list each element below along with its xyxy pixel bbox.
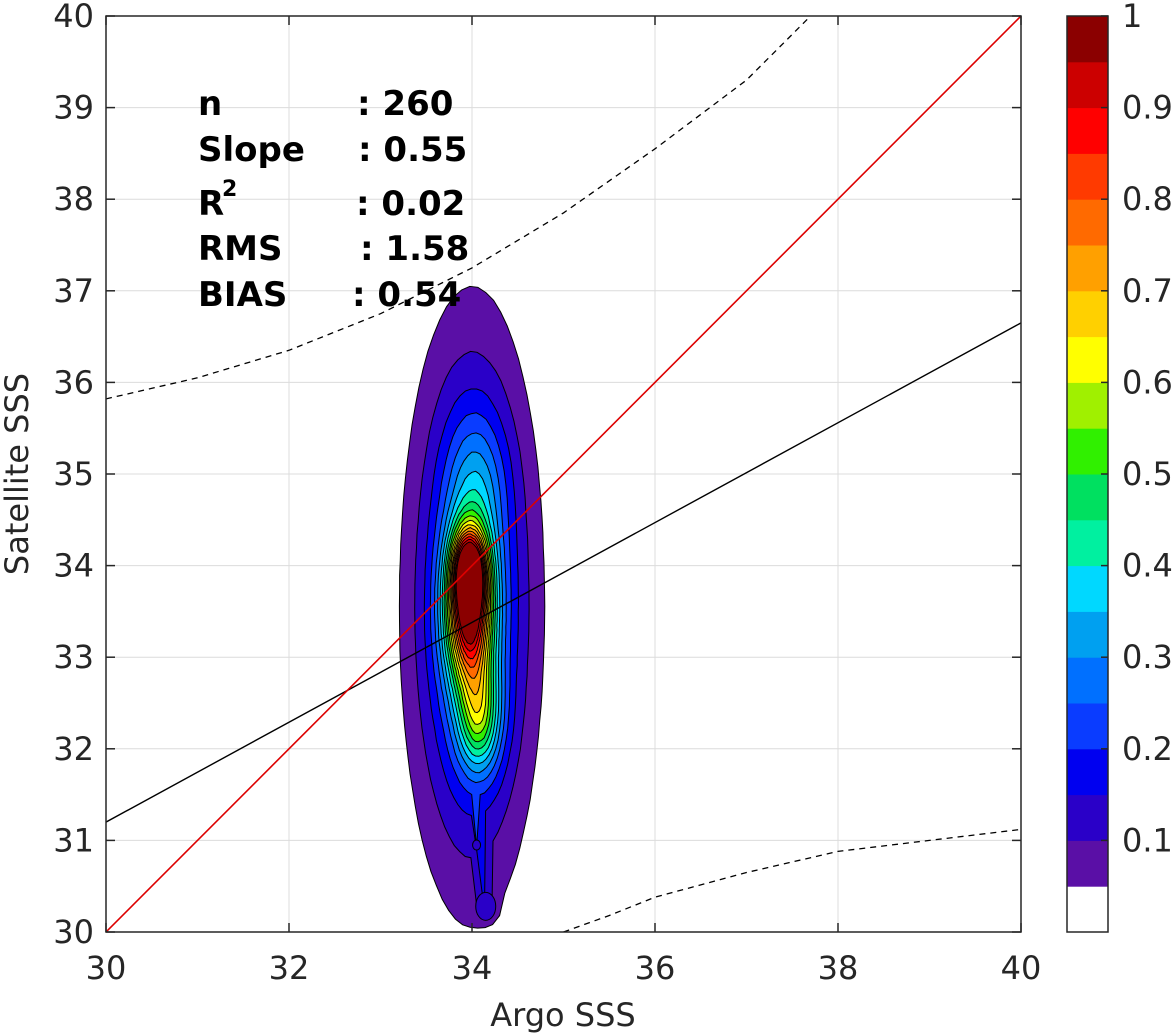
- colorbar-segment: [1067, 107, 1108, 154]
- colorbar-segment: [1067, 794, 1108, 841]
- stat-r2-sup: 2: [222, 177, 237, 202]
- density-contours: [398, 285, 546, 929]
- colorbar-segment: [1067, 657, 1108, 704]
- colorbar-segment: [1067, 382, 1108, 429]
- stat-slope-label: Slope: [198, 130, 305, 170]
- stat-r2-label: R: [198, 184, 224, 224]
- colorbar-tick-label: 0.4: [1122, 547, 1172, 585]
- colorbar-segment: [1067, 245, 1108, 292]
- colorbar-segment: [1067, 61, 1108, 109]
- y-tick-label: 35: [53, 455, 94, 493]
- one-to-one-line: [106, 16, 1021, 932]
- colorbar-tick-label: 0.2: [1122, 730, 1172, 768]
- x-tick-label: 36: [635, 949, 676, 987]
- colorbar-segment: [1067, 153, 1108, 200]
- colorbar-segment: [1067, 428, 1108, 475]
- colorbar-segment: [1067, 565, 1108, 612]
- stat-rms-label: RMS: [198, 229, 283, 269]
- colorbar-tick-label: 0.6: [1122, 363, 1172, 401]
- stats-box: n : 260 Slope : 0.55 R 2 : 0.02 RMS : 1.…: [198, 84, 469, 315]
- colorbar-tick-label: 0.1: [1122, 821, 1172, 859]
- stat-bias-label: BIAS: [198, 275, 287, 315]
- upper-bound-line: [106, 16, 812, 400]
- reference-lines: [106, 16, 1021, 932]
- colorbar-segment: [1067, 16, 1108, 63]
- colorbar-segment: [1067, 886, 1108, 933]
- y-tick-label: 39: [53, 89, 94, 127]
- colorbar-segment: [1067, 840, 1108, 887]
- colorbar: 0.1 0.2 0.3 0.4 0.5 0.6 0.7 0.8 0.9 1: [1066, 0, 1172, 933]
- axis-ticks: 30 32 34 36 38 40 30 31 32 33 34 35 36 37 38 39 40: [53, 0, 1041, 987]
- colorbar-tick-label: 0.5: [1122, 455, 1172, 493]
- density-contour: [455, 541, 484, 645]
- colorbar-segment: [1067, 611, 1108, 658]
- x-tick-label: 32: [269, 949, 310, 987]
- stat-bias-value: : 0.54: [352, 275, 461, 315]
- x-tick-label: 40: [1001, 949, 1042, 987]
- y-tick-label: 34: [53, 547, 94, 585]
- colorbar-tick-label: 0.7: [1122, 272, 1172, 310]
- y-tick-label: 40: [53, 0, 94, 35]
- y-tick-label: 32: [53, 730, 94, 768]
- y-tick-label: 37: [53, 272, 94, 310]
- colorbar-tick-label: 0.9: [1122, 89, 1172, 127]
- x-tick-label: 30: [86, 949, 127, 987]
- colorbar-tick-label: 0.3: [1122, 638, 1172, 676]
- y-tick-label: 36: [53, 363, 94, 401]
- colorbar-segment: [1067, 336, 1108, 383]
- colorbar-segment: [1067, 199, 1108, 246]
- x-tick-label: 38: [818, 949, 859, 987]
- stat-r2-value: : 0.02: [356, 184, 465, 224]
- x-tick-label: 34: [452, 949, 493, 987]
- lower-bound-line: [563, 828, 1021, 932]
- colorbar-tick-label: 1: [1122, 0, 1142, 35]
- stat-n-value: : 260: [357, 84, 453, 124]
- y-tick-label: 38: [53, 180, 94, 218]
- colorbar-segment: [1067, 474, 1108, 521]
- stat-n-label: n: [198, 84, 222, 124]
- density-island: [475, 891, 497, 921]
- stat-slope-value: : 0.55: [358, 130, 467, 170]
- y-tick-label: 31: [53, 821, 94, 859]
- density-island: [472, 839, 482, 851]
- stat-rms-value: : 1.58: [360, 229, 469, 269]
- colorbar-segment: [1067, 519, 1108, 567]
- colorbar-tick-label: 0.8: [1122, 180, 1172, 218]
- colorbar-segment: [1067, 290, 1108, 338]
- x-axis-label: Argo SSS: [490, 996, 635, 1034]
- colorbar-segment: [1067, 703, 1108, 750]
- colorbar-segment: [1067, 748, 1108, 796]
- y-tick-label: 33: [53, 638, 94, 676]
- y-axis-label: Satellite SSS: [0, 373, 36, 575]
- regression-line: [106, 322, 1021, 823]
- y-tick-label: 30: [53, 913, 94, 951]
